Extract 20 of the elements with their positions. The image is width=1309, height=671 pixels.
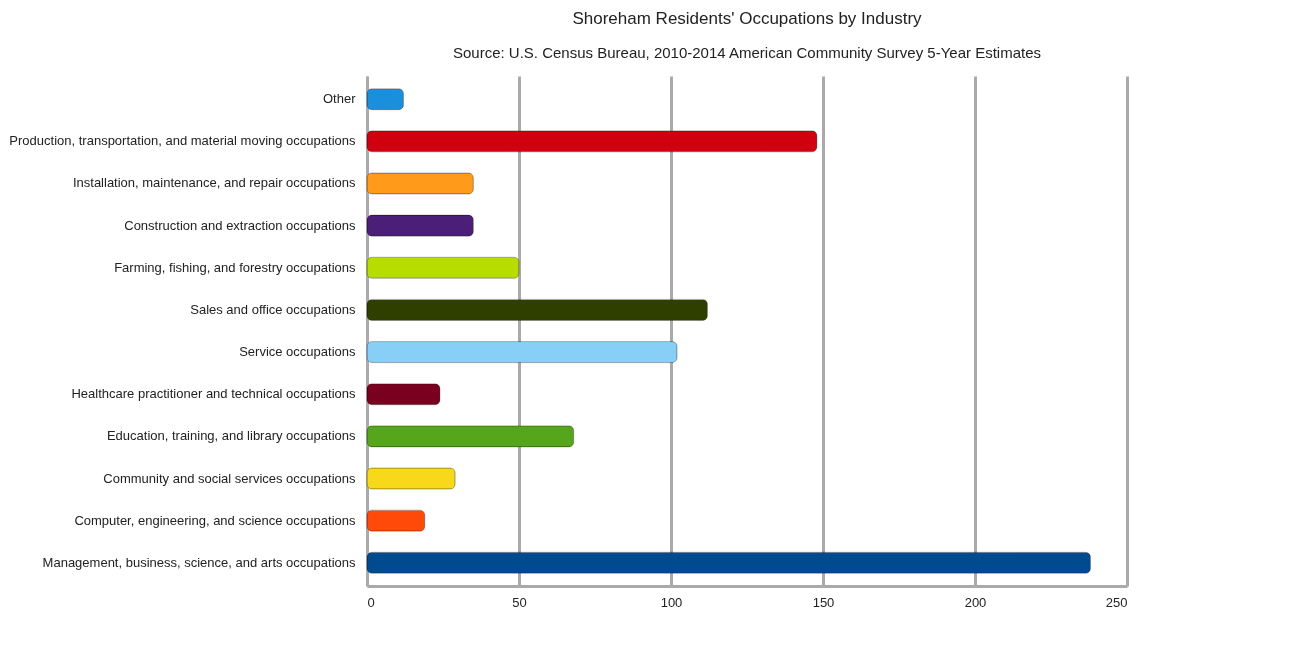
y-tick-label: Farming, fishing, and forestry occupations xyxy=(114,259,356,275)
y-tick-label: Sales and office occupations xyxy=(190,301,356,317)
y-tick-label: Healthcare practitioner and technical occupations xyxy=(71,386,356,402)
y-tick-label: Education, training, and library occupations xyxy=(106,428,356,444)
x-tick-label: 50 xyxy=(512,594,527,610)
y-tick-label: Computer, engineering, and science occupations xyxy=(74,512,356,528)
x-tick-label: 0 xyxy=(367,594,375,610)
x-tick-label: 200 xyxy=(964,594,987,610)
y-tick-label: Production, transportation, and material moving occupations xyxy=(9,133,356,149)
x-tick-label: 100 xyxy=(660,594,683,610)
y-tick-label: Installation, maintenance, and repair occupations xyxy=(72,175,356,191)
chart-title: Shoreham Residents' Occupations by Industry xyxy=(572,9,923,28)
y-tick-label: Service occupations xyxy=(239,344,356,360)
y-tick-label: Community and social services occupations xyxy=(103,470,356,486)
x-tick-label: 250 xyxy=(1105,594,1128,610)
x-tick-label: 150 xyxy=(812,594,835,610)
chart-subtitle: Source: U.S. Census Bureau, 2010-2014 American Community Survey 5-Year Estimates xyxy=(452,44,1042,61)
y-tick-label: Management, business, science, and arts occupations xyxy=(42,554,356,570)
y-tick-label: Construction and extraction occupations xyxy=(124,217,356,233)
y-tick-label: Other xyxy=(322,91,357,107)
